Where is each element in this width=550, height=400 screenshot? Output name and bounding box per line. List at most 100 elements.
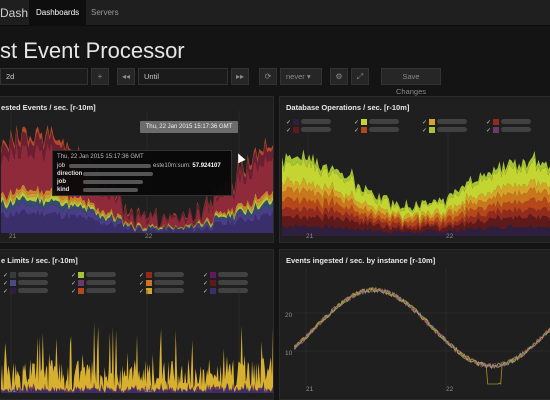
tooltip-redacted (69, 164, 151, 168)
legend-item[interactable]: ✓ (71, 288, 117, 296)
legend-redacted (437, 119, 468, 124)
legend-item[interactable]: ✓ (486, 127, 532, 135)
until-input[interactable]: Until (138, 68, 228, 85)
legend-item[interactable]: ✓ (139, 280, 185, 288)
tooltip-key-direction: direction (57, 171, 83, 177)
legend-swatch (493, 127, 500, 133)
legend-redacted (437, 127, 468, 132)
refresh-interval-select[interactable]: never ▾ (280, 68, 322, 85)
legend-swatch (361, 127, 368, 133)
legend-redacted (18, 288, 49, 293)
legend-item[interactable]: ✓ (3, 288, 49, 296)
legend-item[interactable]: ✓ (286, 127, 332, 135)
stack-layer (1, 209, 273, 233)
panel-title: e Limits / sec. [r-10m] (1, 256, 78, 265)
legend-redacted (18, 280, 49, 285)
legend-redacted (301, 127, 332, 132)
legend-swatch (146, 288, 153, 294)
legend-item[interactable]: ✓ (422, 127, 468, 135)
range-input[interactable]: 2d (0, 68, 88, 85)
legend-item[interactable]: ✓ (3, 272, 49, 280)
brand-logo[interactable]: Dash (0, 6, 29, 20)
legend-item[interactable]: ✓ (203, 280, 249, 288)
legend-swatch (146, 272, 153, 278)
legend-swatch (10, 280, 17, 286)
legend-swatch (10, 272, 17, 278)
legend-item[interactable]: ✓ (286, 119, 332, 127)
x-tick-label: 21 (9, 387, 17, 394)
panel-events-by-instance[interactable]: Events ingested / sec. by instance [r-10… (279, 249, 550, 400)
rewind-icon[interactable]: ◂◂ (117, 68, 135, 85)
stack-layer (282, 156, 550, 222)
check-icon: ✓ (486, 128, 492, 134)
x-tick-label: 21 (306, 386, 314, 393)
check-icon: ✓ (71, 273, 77, 279)
legend-swatch (146, 280, 153, 286)
refresh-icon[interactable]: ⟳ (259, 68, 277, 85)
panel-title: ested Events / sec. [r-10m] (1, 103, 96, 112)
stack-layer (1, 381, 273, 393)
legend-redacted (369, 127, 400, 132)
limits-chart[interactable] (1, 290, 273, 393)
events-by-instance-chart[interactable] (294, 268, 550, 386)
legend-swatch (10, 288, 17, 294)
legend-redacted (154, 280, 185, 285)
tooltip-value: 57.924107 (192, 163, 221, 169)
legend-item[interactable]: ✓ (203, 288, 249, 296)
gear-icon[interactable]: ⚙ (330, 68, 348, 85)
zoom-in-button[interactable]: + (91, 68, 109, 85)
check-icon: ✓ (486, 120, 492, 126)
series-line (294, 287, 550, 369)
tooltip-key-job: job (57, 163, 66, 169)
legend-item[interactable]: ✓ (71, 280, 117, 288)
legend-item[interactable]: ✓ (422, 119, 468, 127)
check-icon: ✓ (139, 281, 145, 287)
series-line (294, 286, 550, 369)
page-title: st Event Processor (0, 38, 185, 63)
panel-database-operations[interactable]: Database Operations / sec. [r-10m] ✓ ✓ ✓ ✓ ✓… (279, 96, 550, 243)
legend-item[interactable]: ✓ (139, 288, 185, 296)
check-icon: ✓ (354, 128, 360, 134)
chart-legend: ✓ ✓ ✓ ✓ ✓ ✓ ✓ ✓ ✓ ✓ ✓ ✓ (3, 272, 267, 296)
stack-layer (282, 205, 550, 232)
check-icon: ✓ (286, 128, 292, 134)
tooltip-redacted (83, 172, 153, 176)
tab-dashboards[interactable]: Dashboards (29, 0, 87, 26)
legend-swatch (293, 127, 300, 133)
legend-item[interactable]: ✓ (139, 272, 185, 280)
legend-redacted (154, 288, 185, 293)
y-tick-label: 20 (285, 312, 293, 319)
legend-redacted (154, 272, 185, 277)
database-operations-chart[interactable] (282, 133, 550, 236)
stack-layer (282, 186, 550, 228)
forward-icon[interactable]: ▸▸ (231, 68, 249, 85)
save-changes-button[interactable]: Save Changes (381, 68, 441, 96)
panel-limits[interactable]: e Limits / sec. [r-10m] ✓ ✓ ✓ ✓ ✓ ✓ ✓ ✓ ✓ ✓ ✓ ✓ 21 … (0, 249, 274, 400)
check-icon: ✓ (286, 120, 292, 126)
legend-redacted (86, 280, 117, 285)
panel-title: Events ingested / sec. by instance [r-10… (286, 256, 436, 265)
tooltip-metric: este10m:sum: 57.924107 (153, 163, 221, 169)
check-icon: ✓ (3, 289, 9, 295)
series-line (294, 287, 550, 370)
expand-icon[interactable]: ⤢ (351, 68, 369, 85)
check-icon: ✓ (422, 120, 428, 126)
check-icon: ✓ (203, 281, 209, 287)
legend-item[interactable]: ✓ (354, 127, 400, 135)
legend-item[interactable]: ✓ (486, 119, 532, 127)
legend-item[interactable]: ✓ (71, 272, 117, 280)
legend-swatch (210, 288, 217, 294)
tab-servers[interactable]: Servers (91, 8, 119, 17)
legend-item[interactable]: ✓ (3, 280, 49, 288)
legend-swatch (78, 280, 85, 286)
legend-item[interactable]: ✓ (203, 272, 249, 280)
legend-swatch (429, 127, 436, 133)
legend-swatch (78, 288, 85, 294)
legend-redacted (86, 288, 117, 293)
series-line (294, 286, 550, 385)
tooltip-redacted (83, 180, 143, 184)
chart-legend: ✓ ✓ ✓ ✓ ✓ ✓ ✓ ✓ (286, 119, 547, 143)
legend-swatch (78, 272, 85, 278)
legend-item[interactable]: ✓ (354, 119, 400, 127)
stack-layer (1, 322, 273, 393)
